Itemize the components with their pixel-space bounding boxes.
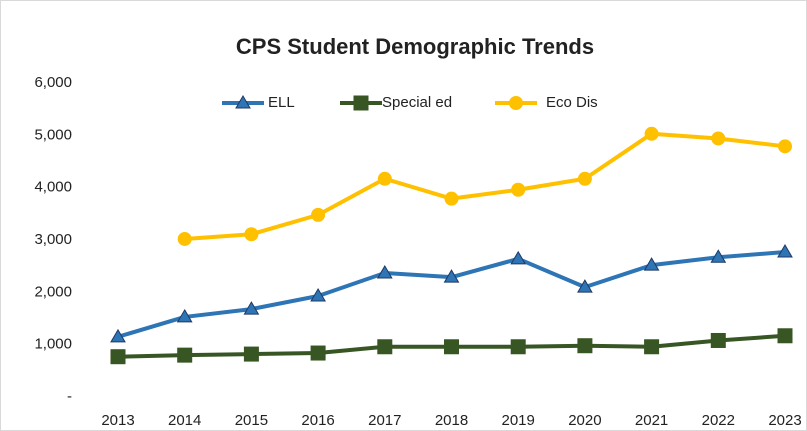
- x-tick-label: 2018: [435, 412, 468, 429]
- data-point: [110, 349, 126, 365]
- data-point: [311, 207, 326, 222]
- data-point: [376, 264, 393, 279]
- data-point: [778, 139, 792, 154]
- x-tick-label: 2014: [168, 412, 201, 429]
- x-tick-label: 2016: [301, 412, 334, 429]
- data-point: [377, 339, 393, 355]
- x-tick-label: 2021: [635, 412, 668, 429]
- y-tick-label: 6,000: [34, 74, 72, 91]
- legend-marker: [235, 95, 251, 109]
- data-point: [244, 227, 259, 242]
- data-point: [644, 126, 659, 141]
- data-point: [110, 328, 126, 343]
- data-point: [577, 338, 593, 354]
- data-point: [510, 250, 527, 265]
- data-point: [243, 301, 260, 315]
- data-point: [577, 279, 593, 293]
- data-point: [310, 345, 326, 361]
- y-tick-label: 3,000: [34, 231, 72, 248]
- data-point: [443, 269, 460, 283]
- data-point: [243, 346, 259, 362]
- data-point: [377, 171, 392, 186]
- legend-label: Eco Dis: [546, 94, 598, 111]
- data-point: [643, 257, 660, 271]
- chart-title: CPS Student Demographic Trends: [236, 34, 594, 59]
- data-point: [777, 244, 793, 258]
- y-tick-label: 2,000: [34, 283, 72, 300]
- x-tick-label: 2022: [702, 412, 735, 429]
- data-point: [710, 332, 726, 348]
- data-point: [511, 182, 526, 197]
- data-point: [177, 347, 193, 363]
- legend-label: Special ed: [382, 94, 452, 111]
- legend-label: ELL: [268, 94, 295, 111]
- data-point: [710, 249, 727, 263]
- x-tick-label: 2017: [368, 412, 401, 429]
- y-tick-label: 5,000: [34, 126, 72, 143]
- data-point: [444, 339, 459, 355]
- data-point: [644, 339, 660, 355]
- x-tick-label: 2015: [235, 412, 268, 429]
- data-point: [444, 191, 459, 206]
- y-tick-label: 1,000: [34, 336, 72, 353]
- data-point: [577, 171, 592, 186]
- y-tick-label: 4,000: [34, 179, 72, 196]
- series-line: [184, 131, 786, 241]
- data-point: [177, 231, 192, 246]
- data-point: [510, 339, 526, 355]
- y-tick-label: -: [67, 388, 72, 405]
- legend-marker: [509, 96, 523, 110]
- x-tick-label: 2019: [502, 412, 535, 429]
- x-tick-label: 2013: [101, 412, 134, 429]
- x-tick-label: 2023: [768, 412, 801, 429]
- data-point: [176, 308, 193, 323]
- data-point: [310, 288, 326, 302]
- legend-marker: [353, 95, 369, 111]
- x-tick-label: 2020: [568, 412, 601, 429]
- data-point: [777, 328, 793, 344]
- data-point: [711, 131, 726, 146]
